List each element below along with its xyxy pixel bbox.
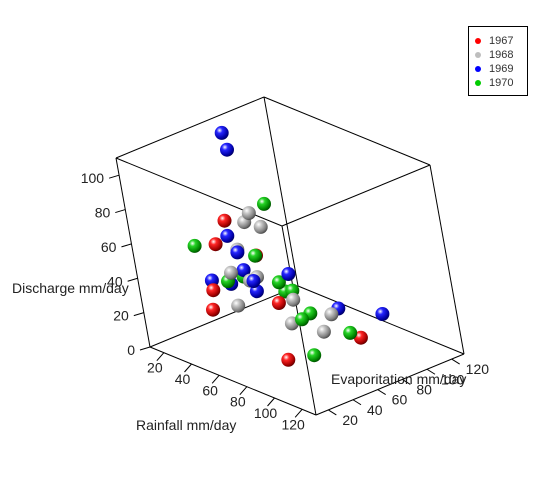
y-tick-label: 60: [392, 392, 408, 408]
box-edge: [116, 158, 282, 226]
point-1970: [188, 239, 202, 253]
legend-entry-1967: 1967: [475, 35, 513, 49]
y-tick: [353, 400, 361, 405]
legend: 1967 1968 1969 1970: [468, 26, 528, 96]
x-tick-label: 80: [230, 394, 246, 410]
point-1967: [209, 237, 223, 251]
point-1967: [206, 303, 220, 317]
box-edge: [430, 165, 464, 354]
x-tick-label: 100: [254, 405, 278, 421]
z-tick-label: 0: [127, 342, 135, 358]
legend-marker: [475, 38, 481, 44]
point-1968: [324, 307, 338, 321]
point-1968: [242, 206, 256, 220]
z-tick-label: 100: [81, 170, 105, 186]
legend-entry-1969: 1969: [475, 63, 513, 77]
point-1970: [257, 197, 271, 211]
z-tick: [109, 175, 119, 178]
point-1967: [281, 353, 295, 367]
point-1968: [224, 266, 238, 280]
x-tick-label: 120: [281, 416, 305, 432]
legend-marker: [475, 52, 481, 58]
bounding-box: [116, 97, 464, 415]
point-1967: [272, 296, 286, 310]
box-edge: [264, 97, 430, 165]
z-tick-label: 80: [95, 205, 111, 221]
z-tick: [121, 244, 131, 247]
data-points: [188, 126, 390, 367]
legend-entry-1968: 1968: [475, 49, 513, 63]
z-tick: [128, 278, 138, 281]
point-1969: [281, 267, 295, 281]
point-1970: [248, 249, 262, 263]
point-1969: [220, 143, 234, 157]
z-axis-title: Discharge mm/day: [12, 280, 129, 296]
y-tick-label: 120: [466, 361, 490, 377]
point-1968: [254, 220, 268, 234]
point-1969: [247, 274, 261, 288]
legend-entry-1970: 1970: [475, 77, 513, 91]
box-edge: [282, 165, 430, 226]
box-edge: [264, 97, 298, 286]
point-1968: [317, 325, 331, 339]
legend-marker: [475, 80, 481, 86]
point-1969: [375, 307, 389, 321]
y-tick: [328, 410, 336, 415]
point-1967: [206, 283, 220, 297]
z-tick-label: 60: [101, 239, 117, 255]
box-edge: [116, 97, 264, 158]
legend-label: 1969: [489, 63, 513, 75]
point-1969: [215, 126, 229, 140]
legend-marker: [475, 66, 481, 72]
x-tick-label: 40: [175, 371, 191, 387]
box-edge: [150, 286, 298, 347]
legend-label: 1968: [489, 49, 513, 61]
z-tick: [115, 210, 125, 213]
x-tick-label: 60: [202, 382, 218, 398]
legend-label: 1967: [489, 35, 513, 47]
point-1968: [231, 299, 245, 313]
y-tick: [378, 390, 386, 395]
y-tick: [452, 359, 460, 364]
z-tick: [134, 313, 144, 316]
x-axis-title: Rainfall mm/day: [136, 417, 236, 433]
legend-label: 1970: [489, 77, 513, 89]
point-1970: [343, 326, 357, 340]
x-tick-label: 20: [147, 360, 163, 376]
y-axis-title: Evaporitation mm/day: [331, 371, 466, 387]
point-1970: [307, 348, 321, 362]
point-1968: [286, 293, 300, 307]
z-tick: [140, 347, 150, 350]
point-1967: [218, 214, 232, 228]
point-1969: [230, 245, 244, 259]
y-tick-label: 20: [342, 412, 358, 428]
y-tick-label: 40: [367, 402, 383, 418]
z-tick-label: 20: [113, 308, 129, 324]
point-1969: [220, 229, 234, 243]
point-1970: [295, 312, 309, 326]
